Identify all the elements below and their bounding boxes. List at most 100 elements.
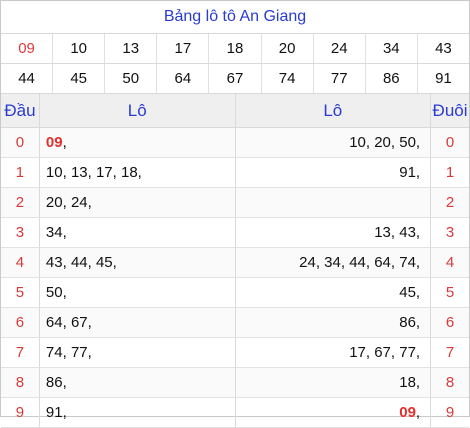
lo-left-cell: 50, <box>40 278 236 307</box>
lo-values: 64, 67, <box>45 314 92 331</box>
lo-right-cell: 45, <box>236 278 432 307</box>
table-row: 7 74, 77, 17, 67, 77, 7 <box>1 338 469 368</box>
number-cell: 50 <box>105 64 158 93</box>
duoi-cell: 7 <box>445 344 455 361</box>
dau-cell: 3 <box>1 218 40 247</box>
lo-values: 13, 43, <box>374 224 421 241</box>
header-dau: Đầu <box>1 94 40 127</box>
lo-values: 86, <box>399 314 421 331</box>
number-cell: 34 <box>366 34 418 63</box>
table-row: 3 34, 13, 43, 3 <box>1 218 469 248</box>
table-row: 2 20, 24, 2 <box>1 188 469 218</box>
header-lo-left: Lô <box>40 94 236 127</box>
number-cell: 91 <box>435 70 452 87</box>
duoi-cell: 4 <box>445 254 455 271</box>
lo-values: 86, <box>45 374 67 391</box>
table-title: Bảng lô tô An Giang <box>1 1 469 34</box>
duoi-cell: 8 <box>445 374 455 391</box>
lo-values: 74, 77, <box>45 344 92 361</box>
lo-left-cell: 09, <box>40 128 236 157</box>
lo-right-cell <box>236 188 432 217</box>
dau-cell: 9 <box>1 398 40 427</box>
lo-left-cell: 10, 13, 17, 18, <box>40 158 236 187</box>
lo-values: 17, 67, 77, <box>349 344 421 361</box>
dau-cell: 6 <box>1 308 40 337</box>
lo-values: , <box>415 404 421 421</box>
lo-values: 45, <box>399 284 421 301</box>
lo-right-cell: 91, <box>236 158 432 187</box>
number-cell: 09 <box>1 34 54 63</box>
dau-cell: 1 <box>1 158 40 187</box>
dau-cell: 5 <box>1 278 40 307</box>
duoi-cell: 5 <box>445 284 455 301</box>
lo-values: 10, 13, 17, 18, <box>45 164 142 181</box>
lo-values: 43, 44, 45, <box>45 254 117 271</box>
number-cell: 45 <box>53 64 106 93</box>
number-cell: 17 <box>157 34 210 63</box>
dau-duoi-table: Đầu Lô Lô Đuôi 0 09, 10, 20, 50, 0 1 10, 13, … <box>1 94 469 428</box>
duoi-cell: 0 <box>445 134 455 151</box>
highlight-number: 09 <box>45 134 63 151</box>
lo-values: , <box>62 134 67 151</box>
lo-left-cell: 86, <box>40 368 236 397</box>
lo-values: 50, <box>45 284 67 301</box>
dau-cell: 7 <box>1 338 40 367</box>
lo-right-cell: 86, <box>236 308 432 337</box>
lo-values: 18, <box>399 374 421 391</box>
lo-right-cell: 10, 20, 50, <box>236 128 432 157</box>
lo-right-cell: 09, <box>236 398 432 427</box>
dau-cell: 0 <box>1 128 40 157</box>
duoi-cell: 6 <box>445 314 455 331</box>
number-row-2: 44 45 50 64 67 74 77 86 91 <box>1 64 469 94</box>
table-row: 4 43, 44, 45, 24, 34, 44, 64, 74, 4 <box>1 248 469 278</box>
number-cell: 13 <box>105 34 158 63</box>
lo-left-cell: 91, <box>40 398 236 427</box>
number-cell: 44 <box>1 64 54 93</box>
number-cell: 18 <box>209 34 262 63</box>
highlight-number: 09 <box>399 404 416 421</box>
lo-values: 10, 20, 50, <box>349 134 421 151</box>
lo-left-cell: 43, 44, 45, <box>40 248 236 277</box>
table-row: 6 64, 67, 86, 6 <box>1 308 469 338</box>
lo-values: 91, <box>45 404 67 421</box>
number-cell: 20 <box>262 34 314 63</box>
lo-left-cell: 20, 24, <box>40 188 236 217</box>
number-cell: 67 <box>209 64 262 93</box>
number-cell: 77 <box>314 64 366 93</box>
number-cell: 24 <box>314 34 366 63</box>
number-grid: 09 10 13 17 18 20 24 34 43 44 45 50 64 6… <box>1 34 469 94</box>
number-cell: 10 <box>53 34 106 63</box>
header-duoi: Đuôi <box>432 101 468 120</box>
lo-right-cell: 24, 34, 44, 64, 74, <box>236 248 432 277</box>
duoi-cell: 1 <box>445 164 455 181</box>
lo-left-cell: 34, <box>40 218 236 247</box>
lo-values: 91, <box>399 164 421 181</box>
table-row: 5 50, 45, 5 <box>1 278 469 308</box>
lo-right-cell: 17, 67, 77, <box>236 338 432 367</box>
table-row: 0 09, 10, 20, 50, 0 <box>1 128 469 158</box>
dau-cell: 2 <box>1 188 40 217</box>
lo-left-cell: 74, 77, <box>40 338 236 367</box>
lo-values: 34, <box>45 224 67 241</box>
table-header: Đầu Lô Lô Đuôi <box>1 94 469 128</box>
lo-right-cell: 18, <box>236 368 432 397</box>
table-body: 0 09, 10, 20, 50, 0 1 10, 13, 17, 18, 91, 1 2 20,… <box>1 128 469 428</box>
dau-cell: 4 <box>1 248 40 277</box>
table-row: 9 91, 09, 9 <box>1 398 469 428</box>
lo-values: 20, 24, <box>45 194 92 211</box>
table-row: 1 10, 13, 17, 18, 91, 1 <box>1 158 469 188</box>
lo-right-cell: 13, 43, <box>236 218 432 247</box>
dau-cell: 8 <box>1 368 40 397</box>
number-cell: 74 <box>262 64 314 93</box>
lo-left-cell: 64, 67, <box>40 308 236 337</box>
duoi-cell: 3 <box>445 224 455 241</box>
duoi-cell: 2 <box>445 194 455 211</box>
number-row-1: 09 10 13 17 18 20 24 34 43 <box>1 34 469 64</box>
table-row: 8 86, 18, 8 <box>1 368 469 398</box>
lo-values: 24, 34, 44, 64, 74, <box>299 254 421 271</box>
number-cell: 43 <box>435 40 452 57</box>
number-cell: 64 <box>157 64 210 93</box>
duoi-cell: 9 <box>445 404 455 421</box>
number-cell: 86 <box>366 64 418 93</box>
